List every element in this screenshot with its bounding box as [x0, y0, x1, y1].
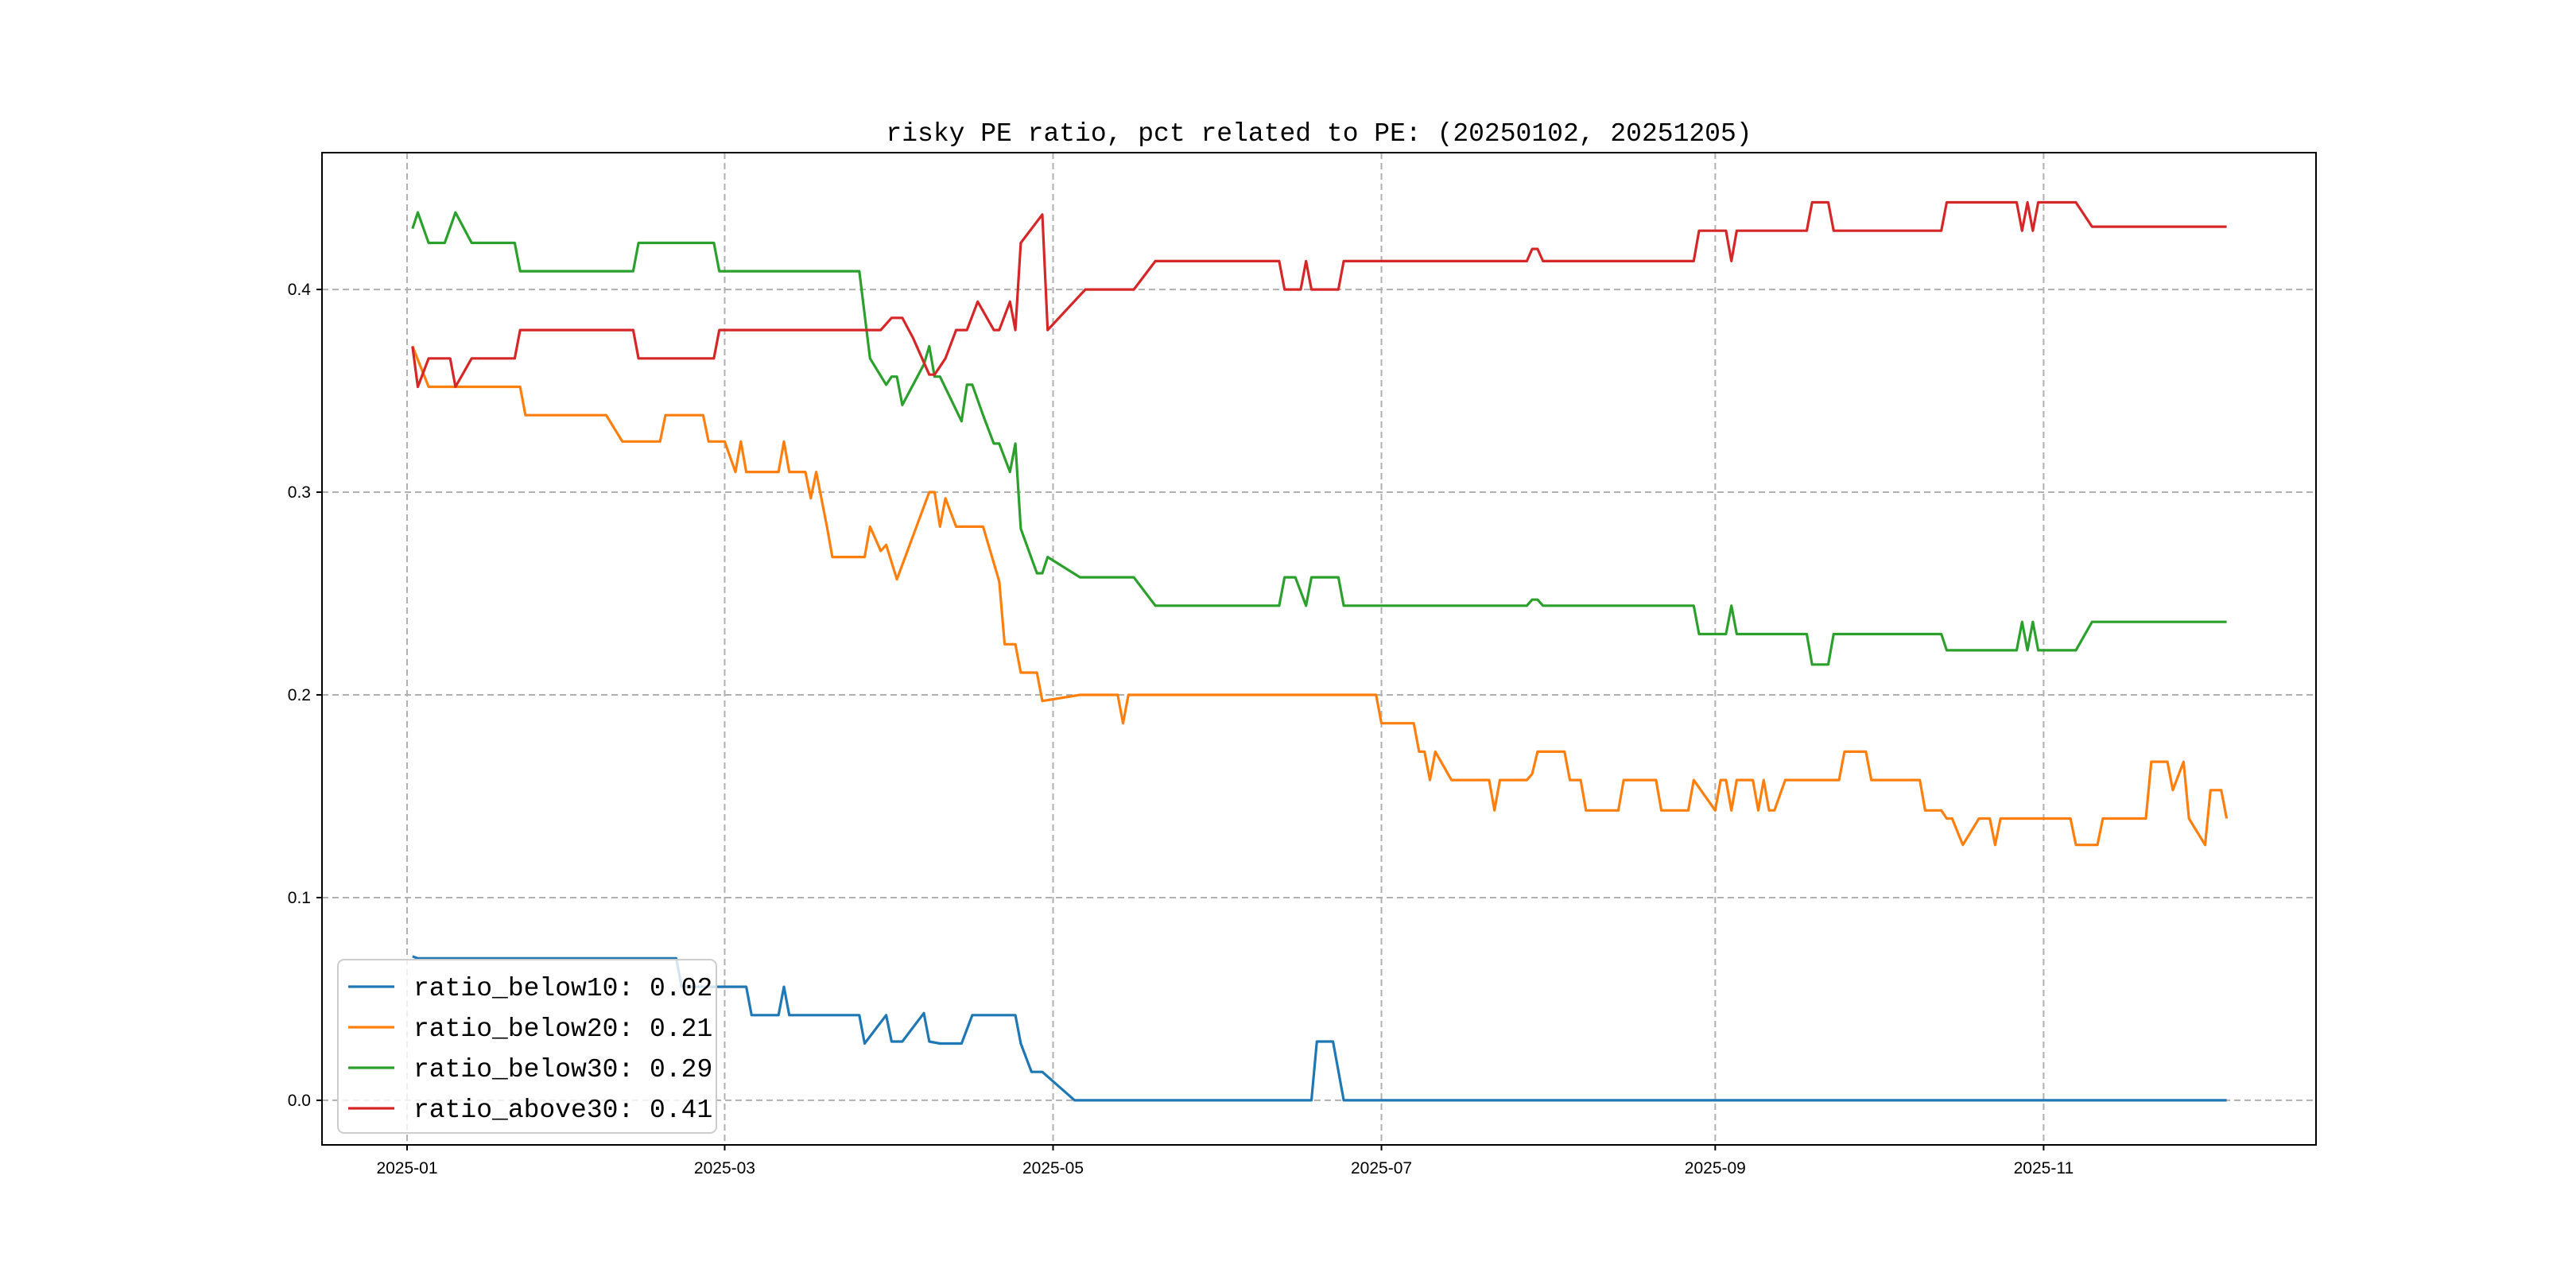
chart-title: risky PE ratio, pct related to PE: (2025…: [886, 119, 1752, 149]
axes-frame: [321, 152, 2317, 1146]
x-tick-label: 2025-03: [694, 1159, 755, 1177]
y-tick-label: 0.3: [288, 483, 311, 502]
x-tick-label: 2025-11: [2014, 1159, 2074, 1177]
series-line-ratio-below30: [411, 211, 2227, 666]
series-line-ratio-below20: [411, 345, 2229, 847]
x-tick-label: 2025-05: [1022, 1159, 1084, 1177]
series-lines: [411, 200, 2229, 1102]
series-line-ratio-above30: [411, 200, 2227, 389]
legend-label: ratio_below10: 0.02: [413, 974, 712, 1003]
legend-label: ratio_above30: 0.41: [413, 1096, 712, 1125]
legend-label: ratio_below20: 0.21: [413, 1014, 712, 1044]
y-tick-label: 0.4: [288, 281, 312, 299]
y-tick-label: 0.0: [288, 1092, 311, 1110]
x-axis: 2025-01 2025-03 2025-05 2025-07 2025-09 2025-…: [376, 1145, 2074, 1177]
y-axis: 0.0 0.1 0.2 0.3 0.4: [288, 281, 322, 1110]
x-tick-label: 2025-07: [1351, 1159, 1412, 1177]
x-tick-label: 2025-09: [1685, 1159, 1746, 1177]
x-tick-label: 2025-01: [376, 1159, 437, 1177]
y-tick-label: 0.2: [288, 686, 311, 704]
legend-box: [337, 959, 717, 1134]
legend-label: ratio_below30: 0.29: [413, 1055, 712, 1084]
y-tick-label: 0.1: [288, 889, 311, 907]
legend: ratio_below10: 0.02 ratio_below20: 0.21 ra…: [337, 959, 717, 1134]
series-line-ratio-below10: [412, 955, 2227, 1102]
